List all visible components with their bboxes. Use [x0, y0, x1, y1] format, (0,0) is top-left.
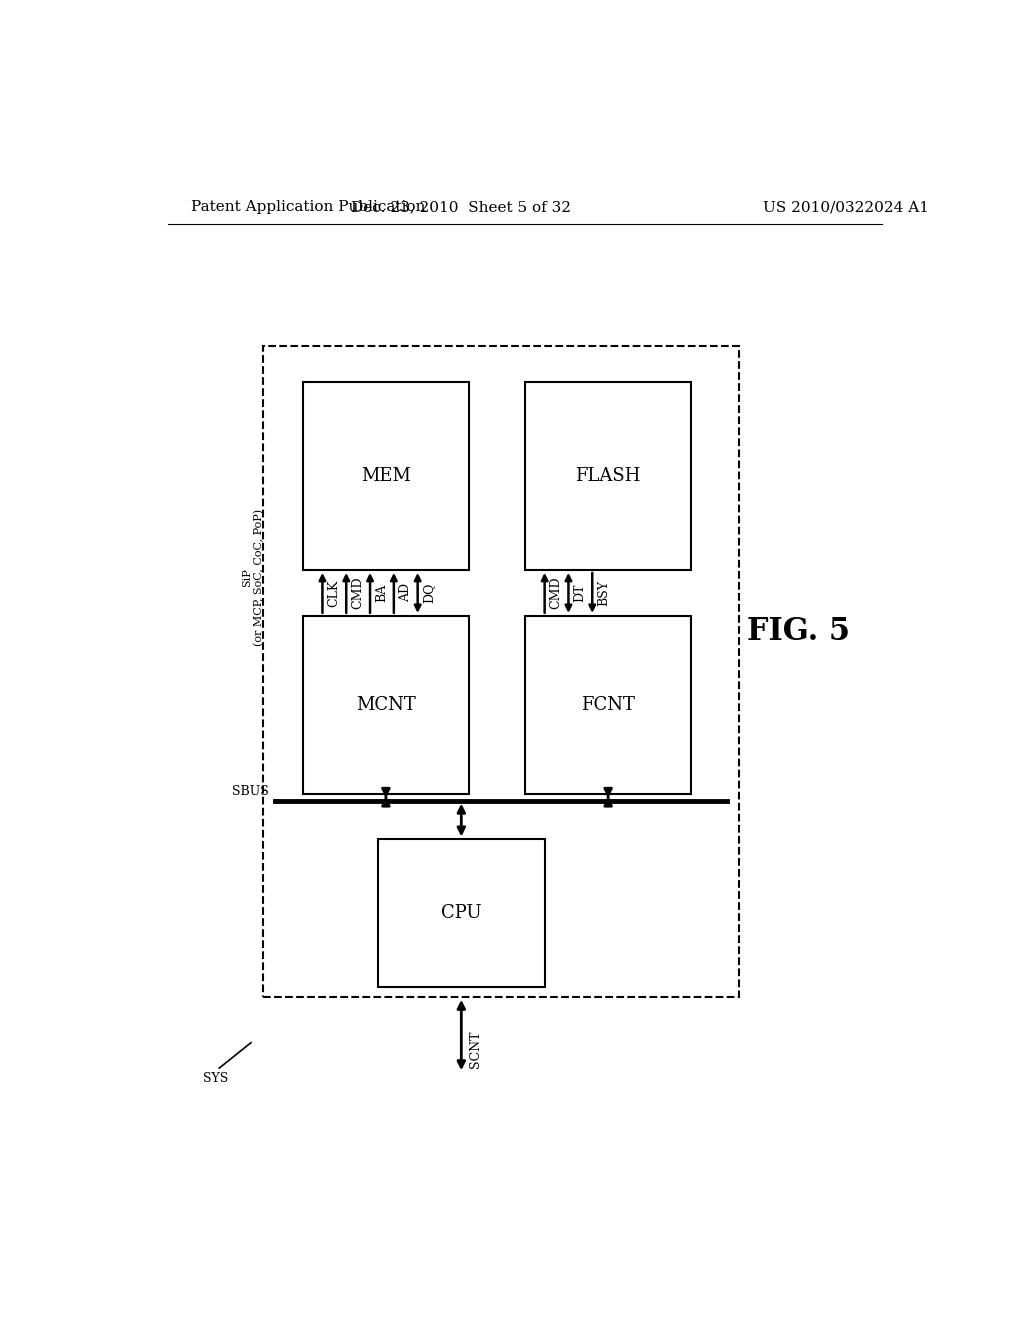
Text: BA: BA [375, 583, 388, 602]
Text: AD: AD [398, 583, 412, 602]
Text: CLK: CLK [328, 579, 340, 607]
Bar [378, 840, 545, 987]
Text: SCNT: SCNT [469, 1031, 482, 1068]
Text: BSY: BSY [597, 579, 610, 606]
Text: CMD: CMD [351, 577, 364, 610]
Text: CMD: CMD [550, 577, 562, 610]
Text: SYS: SYS [204, 1072, 228, 1085]
Text: US 2010/0322024 A1: US 2010/0322024 A1 [763, 201, 929, 214]
Text: MEM: MEM [361, 467, 411, 484]
Bar [263, 346, 739, 997]
Text: SiP
(or MCP, SoC, CoC, PoP): SiP (or MCP, SoC, CoC, PoP) [243, 510, 264, 647]
Bar [524, 381, 691, 570]
Text: Dec. 23, 2010  Sheet 5 of 32: Dec. 23, 2010 Sheet 5 of 32 [351, 201, 571, 214]
Text: DQ: DQ [423, 582, 435, 603]
Bar [524, 615, 691, 793]
Text: MCNT: MCNT [356, 696, 416, 714]
Text: CPU: CPU [441, 904, 481, 923]
Text: Patent Application Publication: Patent Application Publication [191, 201, 426, 214]
Bar [303, 381, 469, 570]
Text: SBUS: SBUS [231, 784, 268, 797]
Text: DT: DT [573, 583, 586, 602]
Text: FIG. 5: FIG. 5 [748, 615, 850, 647]
Text: FCNT: FCNT [582, 696, 635, 714]
Text: FLASH: FLASH [575, 467, 641, 484]
Bar [303, 615, 469, 793]
